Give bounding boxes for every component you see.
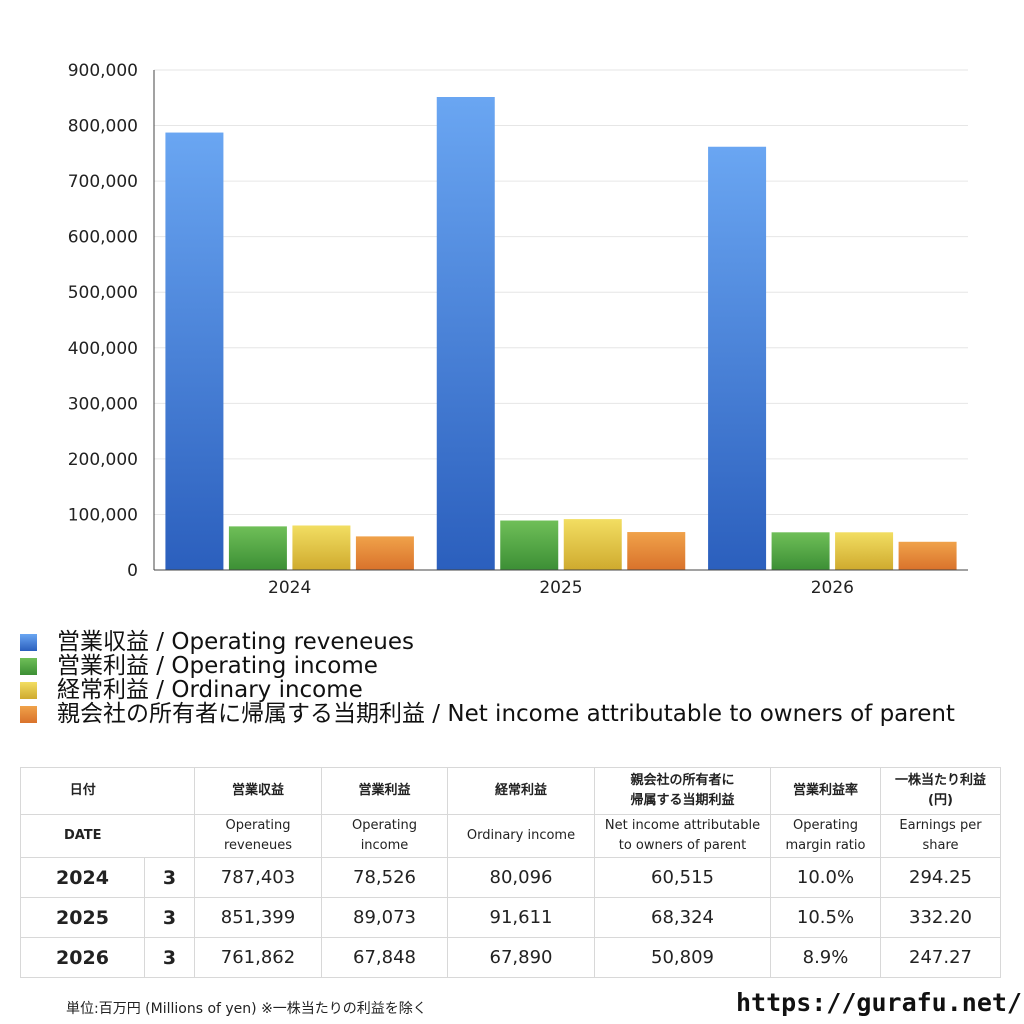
footnote: 単位:百万円 (Millions of yen) ※一株当たりの利益を除く bbox=[66, 998, 427, 1018]
legend-label: 親会社の所有者に帰属する当期利益 / Net income attributab… bbox=[57, 702, 955, 726]
legend-swatch bbox=[20, 706, 37, 723]
legend-swatch bbox=[20, 658, 37, 675]
value-cell: 10.0% bbox=[771, 858, 881, 898]
header-cell: 営業利益率 bbox=[771, 768, 881, 815]
bar-2026-series-1 bbox=[772, 532, 830, 570]
bar-2025-series-3 bbox=[627, 532, 685, 570]
bar-2026-series-2 bbox=[835, 532, 893, 570]
bar-2024-series-1 bbox=[229, 526, 287, 570]
header-cell: 営業利益 bbox=[322, 768, 448, 815]
y-tick-label: 500,000 bbox=[68, 283, 138, 303]
legend-swatch bbox=[20, 682, 37, 699]
header-cell: Earnings per share bbox=[881, 815, 1001, 858]
header-cell: 親会社の所有者に 帰属する当期利益 bbox=[595, 768, 771, 815]
value-cell: 91,611 bbox=[448, 898, 595, 938]
legend: 営業収益 / Operating reveneues 営業利益 / Operat… bbox=[20, 630, 955, 726]
legend-item-net-income: 親会社の所有者に帰属する当期利益 / Net income attributab… bbox=[20, 702, 955, 726]
table-header-english: DATE Operating reveneues Operating incom… bbox=[21, 815, 1001, 858]
value-cell: 332.20 bbox=[881, 898, 1001, 938]
y-tick-label: 700,000 bbox=[68, 172, 138, 192]
bar-2024-series-0 bbox=[165, 133, 223, 570]
legend-item-operating-revenues: 営業収益 / Operating reveneues bbox=[20, 630, 955, 654]
bar-chart: 0 100,000 200,000 300,000 400,000 500,000 600,… bbox=[0, 0, 1024, 610]
y-tick-label: 0 bbox=[127, 561, 138, 581]
y-tick-label: 300,000 bbox=[68, 394, 138, 414]
table-row: 2025 3 851,399 89,073 91,611 68,324 10.5… bbox=[21, 898, 1001, 938]
value-cell: 787,403 bbox=[195, 858, 322, 898]
header-cell: 一株当たり利益 (円) bbox=[881, 768, 1001, 815]
y-tick-label: 600,000 bbox=[68, 228, 138, 248]
y-axis: 0 100,000 200,000 300,000 400,000 500,000 600,… bbox=[68, 61, 154, 581]
year-cell: 2025 bbox=[21, 898, 145, 938]
bar-2026-series-0 bbox=[708, 147, 766, 570]
header-cell bbox=[145, 768, 195, 815]
header-cell: Net income attributable to owners of par… bbox=[595, 815, 771, 858]
legend-label: 経常利益 / Ordinary income bbox=[57, 678, 363, 702]
value-cell: 78,526 bbox=[322, 858, 448, 898]
value-cell: 8.9% bbox=[771, 938, 881, 978]
grid-lines bbox=[154, 70, 968, 514]
value-cell: 761,862 bbox=[195, 938, 322, 978]
bar-2024-series-3 bbox=[356, 536, 414, 570]
legend-swatch bbox=[20, 634, 37, 651]
header-cell: Operating income bbox=[322, 815, 448, 858]
bar-2025-series-2 bbox=[564, 519, 622, 570]
bar-2025-series-1 bbox=[500, 521, 558, 570]
year-cell: 2024 bbox=[21, 858, 145, 898]
header-cell: 日付 bbox=[21, 768, 145, 815]
value-cell: 294.25 bbox=[881, 858, 1001, 898]
legend-label: 営業収益 / Operating reveneues bbox=[57, 630, 414, 654]
y-tick-label: 400,000 bbox=[68, 339, 138, 359]
value-cell: 50,809 bbox=[595, 938, 771, 978]
header-cell: Ordinary income bbox=[448, 815, 595, 858]
month-cell: 3 bbox=[145, 898, 195, 938]
table-row: 2026 3 761,862 67,848 67,890 50,809 8.9%… bbox=[21, 938, 1001, 978]
value-cell: 67,890 bbox=[448, 938, 595, 978]
legend-item-ordinary-income: 経常利益 / Ordinary income bbox=[20, 678, 955, 702]
value-cell: 68,324 bbox=[595, 898, 771, 938]
bar-2026-series-3 bbox=[899, 542, 957, 570]
table-header-japanese: 日付 営業収益 営業利益 経常利益 親会社の所有者に 帰属する当期利益 営業利益… bbox=[21, 768, 1001, 815]
legend-label: 営業利益 / Operating income bbox=[57, 654, 378, 678]
y-tick-label: 200,000 bbox=[68, 450, 138, 470]
header-cell: 経常利益 bbox=[448, 768, 595, 815]
y-tick-label: 900,000 bbox=[68, 61, 138, 81]
site-url: https://gurafu.net/ bbox=[736, 988, 1022, 1017]
x-axis: 2024 2025 2026 bbox=[154, 570, 968, 598]
legend-item-operating-income: 営業利益 / Operating income bbox=[20, 654, 955, 678]
y-tick-label: 100,000 bbox=[68, 505, 138, 525]
month-cell: 3 bbox=[145, 858, 195, 898]
table-row: 2024 3 787,403 78,526 80,096 60,515 10.0… bbox=[21, 858, 1001, 898]
bar-marks bbox=[165, 97, 956, 570]
x-tick-label: 2025 bbox=[539, 578, 582, 598]
header-cell: 営業収益 bbox=[195, 768, 322, 815]
x-tick-label: 2026 bbox=[811, 578, 854, 598]
value-cell: 67,848 bbox=[322, 938, 448, 978]
bar-2025-series-0 bbox=[437, 97, 495, 570]
value-cell: 89,073 bbox=[322, 898, 448, 938]
header-cell bbox=[145, 815, 195, 858]
value-cell: 60,515 bbox=[595, 858, 771, 898]
month-cell: 3 bbox=[145, 938, 195, 978]
header-cell: DATE bbox=[21, 815, 145, 858]
year-cell: 2026 bbox=[21, 938, 145, 978]
y-tick-label: 800,000 bbox=[68, 117, 138, 137]
x-tick-label: 2024 bbox=[268, 578, 311, 598]
value-cell: 80,096 bbox=[448, 858, 595, 898]
header-cell: Operating reveneues bbox=[195, 815, 322, 858]
bar-2024-series-2 bbox=[292, 526, 350, 570]
value-cell: 10.5% bbox=[771, 898, 881, 938]
value-cell: 247.27 bbox=[881, 938, 1001, 978]
value-cell: 851,399 bbox=[195, 898, 322, 938]
header-cell: Operating margin ratio bbox=[771, 815, 881, 858]
data-table: 日付 営業収益 営業利益 経常利益 親会社の所有者に 帰属する当期利益 営業利益… bbox=[20, 767, 1001, 978]
